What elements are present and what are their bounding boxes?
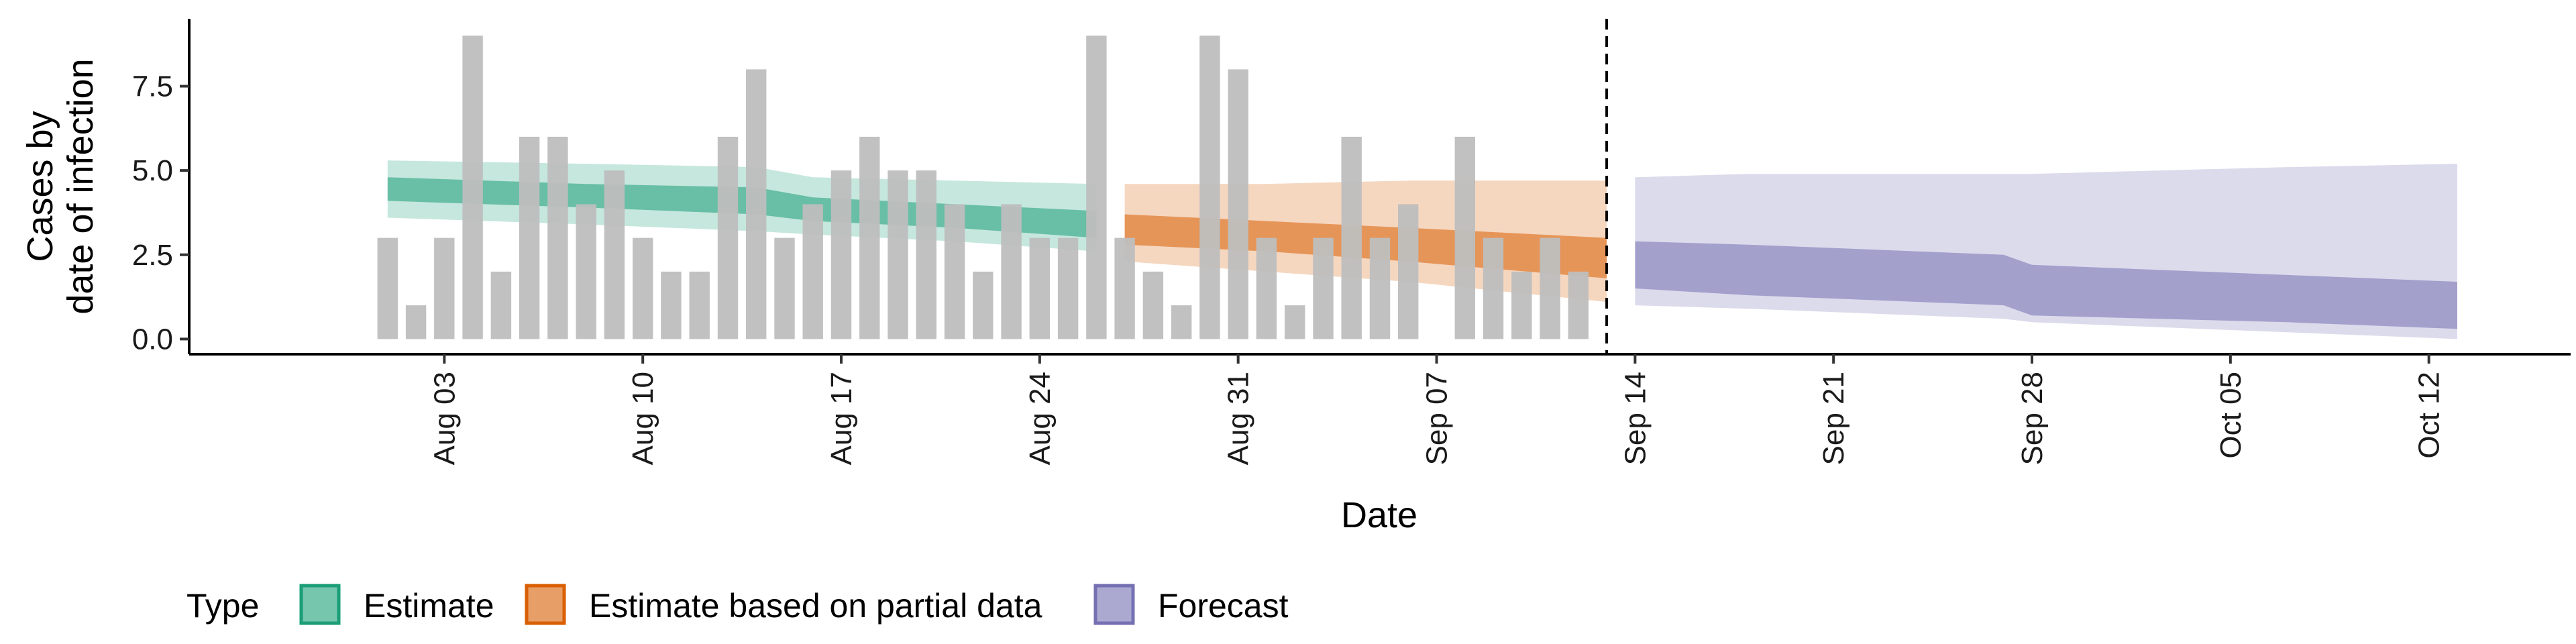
bar: [1454, 136, 1475, 339]
x-tick-label: Sep 28: [2016, 372, 2049, 465]
bar: [1313, 237, 1334, 339]
series-2: [1635, 164, 2457, 339]
series-1: [1124, 180, 1607, 303]
bar: [462, 36, 483, 339]
y-tick-label: 0.0: [132, 323, 173, 356]
x-tick-label: Sep 07: [1421, 372, 1454, 465]
bar: [1285, 305, 1305, 339]
bar: [717, 136, 739, 339]
bar: [1228, 69, 1248, 339]
bar: [1114, 237, 1135, 339]
legend: Type Estimate Estimate based on partial da…: [186, 584, 1289, 625]
bar: [1199, 36, 1220, 339]
bar: [916, 170, 936, 339]
bar: [661, 271, 682, 339]
x-tick-label: Oct 12: [2413, 372, 2446, 459]
bar: [1256, 237, 1277, 339]
y-tick-label: 7.5: [132, 70, 173, 103]
bar: [1341, 136, 1362, 339]
bar: [576, 204, 596, 339]
bar: [519, 136, 540, 339]
bar-layer: [377, 36, 1589, 339]
bar: [1171, 305, 1192, 339]
bar: [1086, 36, 1107, 339]
bar: [377, 237, 398, 339]
bar: [1142, 271, 1164, 339]
bar: [746, 69, 767, 339]
y-tick-label: 2.5: [132, 239, 173, 272]
y-axis-title-line: date of infection: [60, 58, 101, 314]
legend-label: Forecast: [1158, 587, 1289, 625]
bar: [1001, 204, 1022, 339]
bar: [1540, 237, 1560, 339]
x-tick-label: Aug 31: [1222, 372, 1255, 465]
bar: [1511, 271, 1532, 339]
bar: [1568, 271, 1589, 339]
y-tick-label: 5.0: [132, 154, 173, 187]
y-axis-title-line: Cases by: [20, 111, 60, 262]
legend-entry: Estimate: [299, 584, 494, 625]
bar: [547, 136, 568, 339]
bar: [1057, 237, 1079, 339]
bar: [490, 271, 512, 339]
x-tick-label: Aug 10: [627, 372, 659, 465]
x-tick-label: Oct 05: [2214, 372, 2247, 459]
legend-key: [299, 584, 341, 625]
bar: [434, 237, 455, 339]
bar: [1369, 237, 1391, 339]
bar: [774, 237, 795, 339]
series-2-inner-band: [1635, 241, 2457, 329]
legend-key: [1093, 584, 1135, 625]
y-axis-title: Cases bydate of infection: [20, 58, 101, 314]
bar: [830, 170, 852, 339]
axes: 0.0 2.5 5.0 7.5 Aug 03 Aug 10 Aug 17 Aug 24 Aug …: [20, 19, 2571, 535]
legend-entry: Estimate based on partial data: [525, 584, 1042, 625]
x-tick-label: Aug 24: [1024, 372, 1057, 465]
x-tick-label: Sep 14: [1619, 372, 1652, 465]
bar: [944, 204, 965, 339]
bar: [1483, 237, 1504, 339]
bar: [1398, 204, 1419, 339]
bar: [1029, 237, 1050, 339]
x-tick-label: Sep 21: [1817, 372, 1850, 465]
bar: [633, 237, 653, 339]
bar: [973, 271, 994, 339]
x-tick-label: Aug 17: [825, 372, 858, 465]
bar: [405, 305, 427, 339]
legend-label: Estimate based on partial data: [589, 587, 1042, 625]
bar: [689, 271, 710, 339]
bar: [604, 170, 625, 339]
bar: [859, 136, 880, 339]
legend-title: Type: [186, 587, 259, 625]
legend-label: Estimate: [364, 587, 494, 625]
series-0: [387, 160, 1097, 252]
legend-key: [525, 584, 566, 625]
legend-entry: Forecast: [1093, 584, 1289, 625]
x-tick-label: Aug 03: [428, 372, 461, 465]
x-axis-title: Date: [1341, 495, 1417, 535]
bar: [802, 204, 823, 339]
bar: [888, 170, 908, 339]
